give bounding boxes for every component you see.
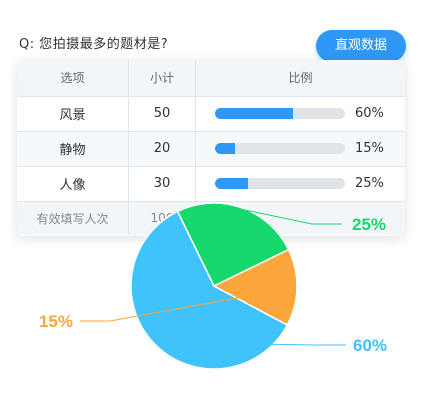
option-cell: 风景 <box>17 96 129 132</box>
ratio-bar-fill <box>215 143 235 154</box>
option-cell: 静物 <box>17 131 129 167</box>
ratio-bar <box>215 178 345 189</box>
header-option: 选项 <box>17 60 129 97</box>
ratio-percent: 60% <box>355 106 384 121</box>
pie-label-slice-15: 15% <box>39 312 73 331</box>
footer-label: 有效填写人次 <box>17 201 129 235</box>
pie-slice-15 <box>212 248 298 326</box>
header-count: 小计 <box>128 60 196 97</box>
table-row: 风景 50 60% <box>17 96 405 132</box>
ratio-cell: 25% <box>195 166 405 202</box>
view-chart-button[interactable]: 直观数据 <box>316 30 406 62</box>
option-cell: 人像 <box>17 166 129 202</box>
pie-slice-60 <box>130 210 289 370</box>
ratio-cell: 60% <box>195 96 405 132</box>
ratio-percent: 25% <box>355 176 384 191</box>
table-row: 人像 30 25% <box>17 166 405 202</box>
header-ratio: 比例 <box>195 60 405 97</box>
question-title: Q: 您拍摄最多的题材是? <box>19 37 169 52</box>
pie-leader-slice-25 <box>240 208 342 225</box>
ratio-bar-fill <box>215 178 248 189</box>
results-table-card: 选项 小计 比例 风景 50 60% 静物 20 15% <box>17 60 405 236</box>
ratio-bar <box>215 108 345 119</box>
ratio-cell: 15% <box>195 131 405 167</box>
pie-slice-25 <box>176 202 290 288</box>
pie-leader-slice-60 <box>155 342 346 346</box>
count-cell: 20 <box>128 131 196 167</box>
pie-leader-slice-15 <box>80 286 296 322</box>
results-table: 选项 小计 比例 风景 50 60% 静物 20 15% <box>17 60 405 235</box>
ratio-bar <box>215 143 345 154</box>
count-cell: 30 <box>128 166 196 202</box>
ratio-percent: 15% <box>355 141 384 156</box>
ratio-bar-fill <box>215 108 293 119</box>
pie-label-slice-60: 60% <box>353 336 387 355</box>
count-cell: 50 <box>128 96 196 132</box>
table-header-row: 选项 小计 比例 <box>17 60 405 97</box>
pie-label-slice-25: 25% <box>352 215 386 234</box>
table-row: 静物 20 15% <box>17 131 405 167</box>
